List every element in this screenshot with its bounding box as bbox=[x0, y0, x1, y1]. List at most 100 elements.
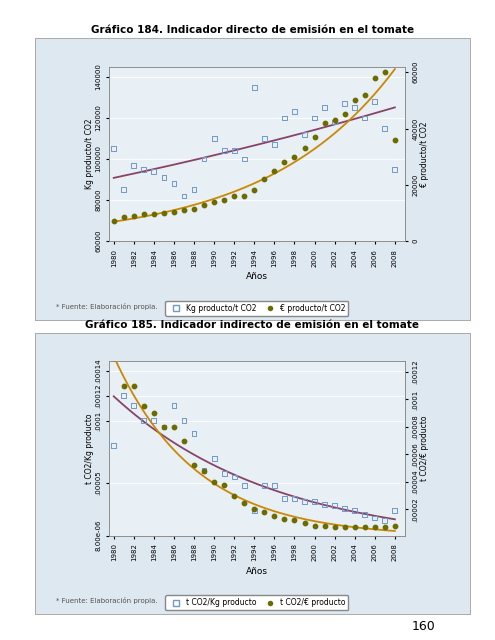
Point bbox=[300, 518, 308, 528]
Point bbox=[230, 146, 238, 156]
Point bbox=[190, 428, 198, 438]
Point bbox=[120, 212, 128, 222]
Y-axis label: Kg producto/t CO2: Kg producto/t CO2 bbox=[85, 118, 94, 189]
Point bbox=[130, 211, 138, 221]
Point bbox=[130, 381, 138, 391]
Point bbox=[341, 99, 348, 109]
Point bbox=[210, 477, 218, 487]
Point bbox=[291, 515, 298, 525]
Point bbox=[281, 113, 289, 123]
Point bbox=[331, 117, 339, 127]
Point bbox=[190, 204, 198, 214]
Point bbox=[361, 113, 369, 123]
Point bbox=[310, 132, 318, 142]
Point bbox=[260, 481, 268, 491]
Point bbox=[140, 209, 148, 220]
Point bbox=[331, 522, 339, 532]
Point bbox=[250, 504, 258, 515]
Point bbox=[210, 133, 218, 143]
Point bbox=[270, 166, 278, 176]
Point bbox=[200, 154, 208, 164]
Point bbox=[220, 195, 228, 205]
Point bbox=[291, 152, 298, 162]
Point bbox=[361, 522, 369, 532]
Point bbox=[270, 511, 278, 522]
Point bbox=[170, 207, 178, 217]
Point bbox=[200, 465, 208, 476]
Point bbox=[140, 164, 148, 174]
Point bbox=[200, 466, 208, 476]
Point bbox=[391, 164, 399, 174]
Text: 160: 160 bbox=[412, 620, 436, 634]
Point bbox=[361, 509, 369, 520]
Point bbox=[170, 422, 178, 432]
Point bbox=[270, 140, 278, 150]
Point bbox=[150, 166, 158, 177]
Point bbox=[310, 521, 318, 531]
Point bbox=[281, 514, 289, 524]
Point bbox=[391, 521, 399, 531]
Point bbox=[240, 154, 248, 164]
Point bbox=[321, 521, 329, 531]
Point bbox=[180, 205, 188, 215]
Point bbox=[270, 481, 278, 491]
Point bbox=[371, 522, 379, 532]
Point bbox=[250, 82, 258, 92]
Point bbox=[281, 493, 289, 503]
Point bbox=[230, 491, 238, 501]
Point bbox=[260, 133, 268, 143]
Legend: Kg producto/t CO2, € producto/t CO2: Kg producto/t CO2, € producto/t CO2 bbox=[165, 301, 348, 316]
Point bbox=[291, 107, 298, 117]
Point bbox=[190, 460, 198, 470]
Point bbox=[260, 174, 268, 184]
Point bbox=[240, 191, 248, 201]
Point bbox=[341, 522, 348, 532]
Point bbox=[381, 67, 389, 77]
Point bbox=[130, 401, 138, 411]
Point bbox=[381, 522, 389, 532]
Point bbox=[130, 160, 138, 170]
Point bbox=[300, 129, 308, 140]
Point bbox=[300, 497, 308, 507]
Point bbox=[250, 506, 258, 516]
Point bbox=[230, 191, 238, 201]
Point bbox=[180, 191, 188, 201]
Point bbox=[210, 196, 218, 207]
Point bbox=[160, 422, 168, 432]
Y-axis label: t CO2/Kg producto: t CO2/Kg producto bbox=[85, 413, 94, 483]
Point bbox=[110, 143, 118, 154]
Point bbox=[120, 381, 128, 391]
Point bbox=[140, 416, 148, 426]
Point bbox=[291, 493, 298, 503]
Point bbox=[371, 513, 379, 524]
X-axis label: Años: Años bbox=[246, 567, 268, 576]
Point bbox=[150, 408, 158, 419]
Point bbox=[120, 391, 128, 401]
Point bbox=[351, 95, 359, 106]
Point bbox=[321, 499, 329, 509]
Point bbox=[160, 172, 168, 182]
Point bbox=[150, 209, 158, 220]
Point bbox=[310, 113, 318, 123]
Point bbox=[180, 436, 188, 446]
Point bbox=[220, 146, 228, 156]
Point bbox=[281, 157, 289, 168]
Point bbox=[220, 468, 228, 478]
Point bbox=[361, 90, 369, 100]
Point bbox=[190, 185, 198, 195]
Point bbox=[391, 506, 399, 516]
Point bbox=[381, 123, 389, 133]
Point bbox=[250, 186, 258, 196]
Point bbox=[170, 401, 178, 411]
Y-axis label: t CO2/€ producto: t CO2/€ producto bbox=[420, 415, 429, 481]
Point bbox=[391, 134, 399, 145]
Point bbox=[110, 353, 118, 364]
Point bbox=[351, 506, 359, 516]
Point bbox=[120, 185, 128, 195]
Point bbox=[310, 497, 318, 507]
Point bbox=[220, 479, 228, 490]
Point bbox=[150, 416, 158, 426]
Point bbox=[200, 200, 208, 210]
Point bbox=[341, 109, 348, 120]
Point bbox=[321, 118, 329, 128]
